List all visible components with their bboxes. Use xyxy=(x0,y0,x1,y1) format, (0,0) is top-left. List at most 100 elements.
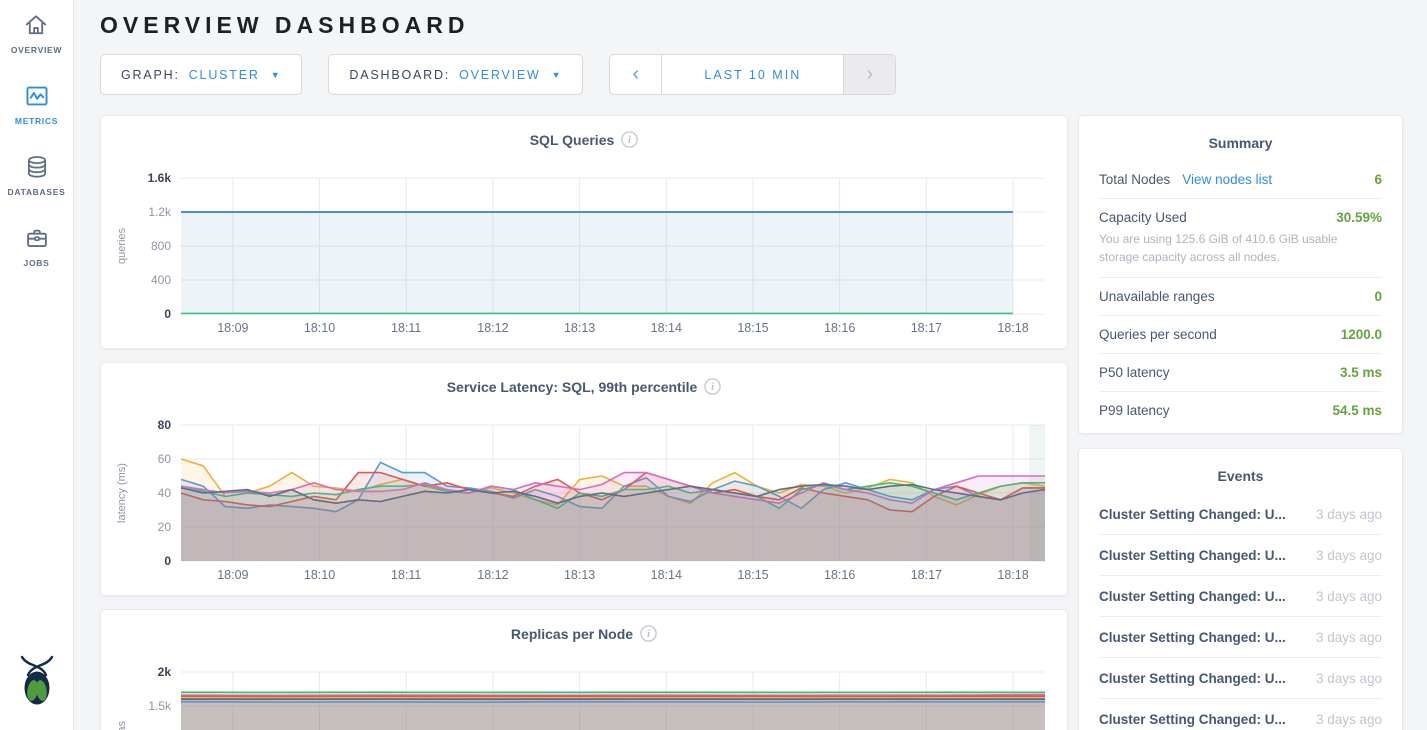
svg-text:18:17: 18:17 xyxy=(911,321,942,335)
page-title: OVERVIEW DASHBOARD xyxy=(100,12,470,38)
event-row[interactable]: Cluster Setting Changed: U... 3 days ago xyxy=(1099,699,1382,730)
chevron-left-icon: ‹ xyxy=(632,63,640,85)
summary-row-p99-latency: P99 latency 54.5 ms xyxy=(1099,392,1382,429)
summary-value: 54.5 ms xyxy=(1332,403,1382,418)
summary-label: P50 latency xyxy=(1099,365,1170,380)
graph-dropdown-label: GRAPH: xyxy=(121,67,180,82)
sidebar-item-metrics[interactable]: METRICS xyxy=(15,83,58,126)
replicas-per-node-chart[interactable]: 18:0918:1018:1118:1218:1318:1418:1518:16… xyxy=(109,647,1059,730)
event-row[interactable]: Cluster Setting Changed: U... 3 days ago xyxy=(1099,576,1382,617)
event-row[interactable]: Cluster Setting Changed: U... 3 days ago xyxy=(1099,535,1382,576)
summary-label: Queries per second xyxy=(1099,327,1217,342)
time-window-label[interactable]: LAST 10 MIN xyxy=(704,67,802,82)
main-content: OVERVIEW DASHBOARD GRAPH: CLUSTER ▼ DASH… xyxy=(74,0,1427,730)
svg-text:20: 20 xyxy=(158,520,172,534)
svg-text:i: i xyxy=(647,629,650,640)
chevron-down-icon: ▼ xyxy=(270,69,282,80)
summary-label: Unavailable ranges xyxy=(1099,289,1215,304)
sidebar-item-databases[interactable]: DATABASES xyxy=(8,154,66,197)
sql-queries-chart[interactable]: 18:09 18:10 18:11 18:12 18:13 18:14 18:15 18:16… xyxy=(109,153,1059,338)
svg-text:18:14: 18:14 xyxy=(651,568,682,582)
metrics-icon xyxy=(25,86,48,106)
home-icon xyxy=(26,15,47,35)
info-icon[interactable]: i xyxy=(621,131,639,148)
svg-text:18:16: 18:16 xyxy=(824,568,855,582)
dashboard-dropdown-value: OVERVIEW xyxy=(459,67,541,82)
svg-text:latency (ms): latency (ms) xyxy=(116,463,128,523)
event-time: 3 days ago xyxy=(1315,506,1382,522)
event-title: Cluster Setting Changed: U... xyxy=(1099,506,1286,522)
svg-text:40: 40 xyxy=(158,486,172,500)
event-time: 3 days ago xyxy=(1315,670,1382,686)
event-title: Cluster Setting Changed: U... xyxy=(1099,547,1286,563)
dashboard-dropdown[interactable]: DASHBOARD: OVERVIEW ▼ xyxy=(328,54,584,95)
event-time: 3 days ago xyxy=(1315,711,1382,727)
chart-title-row: SQL Queries i xyxy=(109,128,1059,153)
chart-title-row: Replicas per Node i xyxy=(109,622,1059,647)
svg-text:18:15: 18:15 xyxy=(737,321,768,335)
summary-row-p50-latency: P50 latency 3.5 ms xyxy=(1099,354,1382,392)
event-time: 3 days ago xyxy=(1315,588,1382,604)
svg-text:1.6k: 1.6k xyxy=(148,171,172,185)
view-nodes-list-link[interactable]: View nodes list xyxy=(1182,172,1273,187)
sidebar-item-label: OVERVIEW xyxy=(10,45,63,55)
summary-panel: Summary Total Nodes View nodes list 6 Ca… xyxy=(1078,115,1403,434)
sidebar-item-label: DATABASES xyxy=(7,187,66,197)
svg-text:i: i xyxy=(711,382,714,393)
sidebar-item-label: JOBS xyxy=(23,258,50,268)
svg-text:1.5k: 1.5k xyxy=(148,699,172,713)
chart-title-row: Service Latency: SQL, 99th percentile i xyxy=(109,375,1059,400)
svg-text:0: 0 xyxy=(164,554,171,568)
svg-text:18:12: 18:12 xyxy=(477,321,508,335)
summary-row-capacity-used: Capacity Used 30.59% You are using 125.6… xyxy=(1099,199,1382,278)
info-icon[interactable]: i xyxy=(640,625,657,642)
cockroachdb-logo[interactable] xyxy=(13,653,61,714)
svg-text:18:16: 18:16 xyxy=(824,321,855,335)
svg-text:18:11: 18:11 xyxy=(391,568,421,582)
summary-value: 1200.0 xyxy=(1340,327,1382,342)
event-time: 3 days ago xyxy=(1315,547,1382,563)
sidebar: OVERVIEW METRICS DATABASES JOBS xyxy=(0,0,74,730)
sidebar-item-overview[interactable]: OVERVIEW xyxy=(11,12,62,55)
svg-text:1.2k: 1.2k xyxy=(148,205,172,219)
side-column: Summary Total Nodes View nodes list 6 Ca… xyxy=(1078,115,1403,730)
summary-label: Total Nodes xyxy=(1099,172,1171,187)
info-icon[interactable]: i xyxy=(704,378,722,395)
svg-text:18:14: 18:14 xyxy=(651,321,682,335)
time-window-next-button[interactable]: › xyxy=(843,55,896,94)
svg-text:18:15: 18:15 xyxy=(737,568,768,582)
svg-text:800: 800 xyxy=(151,239,171,253)
service-latency-chart[interactable]: 18:09 18:10 18:11 18:12 18:13 18:14 18:15 18:16… xyxy=(109,400,1059,585)
sidebar-item-jobs[interactable]: JOBS xyxy=(24,225,50,268)
chart-title: SQL Queries xyxy=(529,131,615,148)
cockroach-bug-icon xyxy=(20,655,53,705)
event-title: Cluster Setting Changed: U... xyxy=(1099,588,1286,604)
summary-value: 30.59% xyxy=(1336,210,1382,225)
summary-label: P99 latency xyxy=(1099,403,1170,418)
summary-value: 6 xyxy=(1374,172,1382,187)
summary-title: Summary xyxy=(1208,135,1273,151)
graph-dropdown[interactable]: GRAPH: CLUSTER ▼ xyxy=(100,54,303,95)
svg-text:18:17: 18:17 xyxy=(911,568,942,582)
dashboard-content: SQL Queries i 18:09 18:10 18:11 18:12 18:13 1… xyxy=(100,115,1403,730)
events-title: Events xyxy=(1217,468,1264,484)
chart-title: Service Latency: SQL, 99th percentile xyxy=(446,378,698,395)
replicas-per-node-chart-card: Replicas per Node i 18:0918:1018:1118:12… xyxy=(100,609,1068,730)
event-title: Cluster Setting Changed: U... xyxy=(1099,670,1286,686)
event-row[interactable]: Cluster Setting Changed: U... 3 days ago xyxy=(1099,494,1382,535)
summary-value: 3.5 ms xyxy=(1339,365,1382,380)
chevron-right-icon: › xyxy=(866,63,874,85)
time-window-prev-button[interactable]: ‹ xyxy=(610,55,663,94)
event-title: Cluster Setting Changed: U... xyxy=(1099,711,1286,727)
event-row[interactable]: Cluster Setting Changed: U... 3 days ago xyxy=(1099,658,1382,699)
summary-label: Capacity Used xyxy=(1099,210,1187,225)
capacity-note: You are using 125.6 GiB of 410.6 GiB usa… xyxy=(1099,232,1338,264)
event-row[interactable]: Cluster Setting Changed: U... 3 days ago xyxy=(1099,617,1382,658)
sidebar-item-label: METRICS xyxy=(14,116,59,126)
database-icon xyxy=(27,156,46,178)
svg-text:18:10: 18:10 xyxy=(304,568,335,582)
svg-text:i: i xyxy=(628,135,631,146)
svg-text:18:11: 18:11 xyxy=(391,321,421,335)
chart-title: Replicas per Node xyxy=(510,625,634,642)
svg-text:80: 80 xyxy=(158,418,172,432)
